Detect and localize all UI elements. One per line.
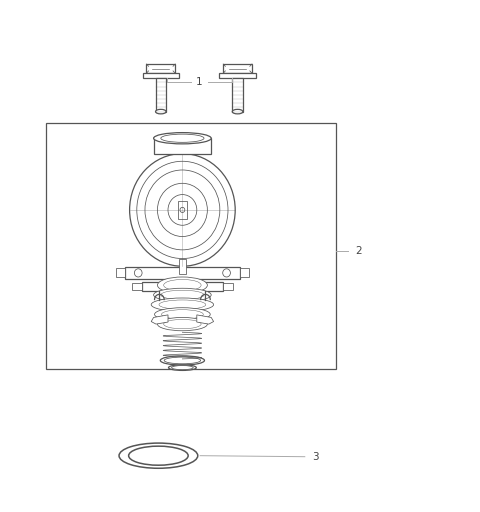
Polygon shape — [197, 315, 214, 324]
Text: 1: 1 — [196, 77, 203, 87]
Polygon shape — [151, 315, 168, 324]
Bar — [240, 268, 249, 278]
Bar — [116, 268, 125, 278]
Bar — [223, 283, 233, 290]
Ellipse shape — [232, 110, 243, 114]
Bar — [154, 138, 211, 154]
Ellipse shape — [157, 277, 207, 293]
Ellipse shape — [129, 446, 188, 465]
Ellipse shape — [157, 317, 207, 331]
Circle shape — [180, 207, 185, 212]
Ellipse shape — [151, 298, 214, 311]
Ellipse shape — [155, 308, 210, 321]
Bar — [142, 282, 223, 291]
Bar — [156, 78, 166, 112]
Ellipse shape — [168, 365, 196, 371]
Circle shape — [168, 195, 197, 225]
Bar — [232, 78, 243, 112]
Ellipse shape — [119, 443, 198, 468]
Ellipse shape — [156, 110, 166, 114]
Bar — [132, 283, 142, 290]
Text: 2: 2 — [355, 246, 362, 256]
Bar — [219, 73, 256, 78]
Bar — [125, 267, 240, 279]
Bar — [178, 201, 187, 219]
Ellipse shape — [160, 356, 204, 365]
Bar — [46, 123, 336, 369]
Bar — [223, 64, 252, 73]
Ellipse shape — [154, 288, 211, 302]
Bar — [143, 73, 179, 78]
Ellipse shape — [154, 133, 211, 144]
Bar — [179, 259, 186, 274]
Bar — [146, 64, 175, 73]
Circle shape — [130, 154, 235, 266]
Text: 3: 3 — [312, 452, 319, 462]
